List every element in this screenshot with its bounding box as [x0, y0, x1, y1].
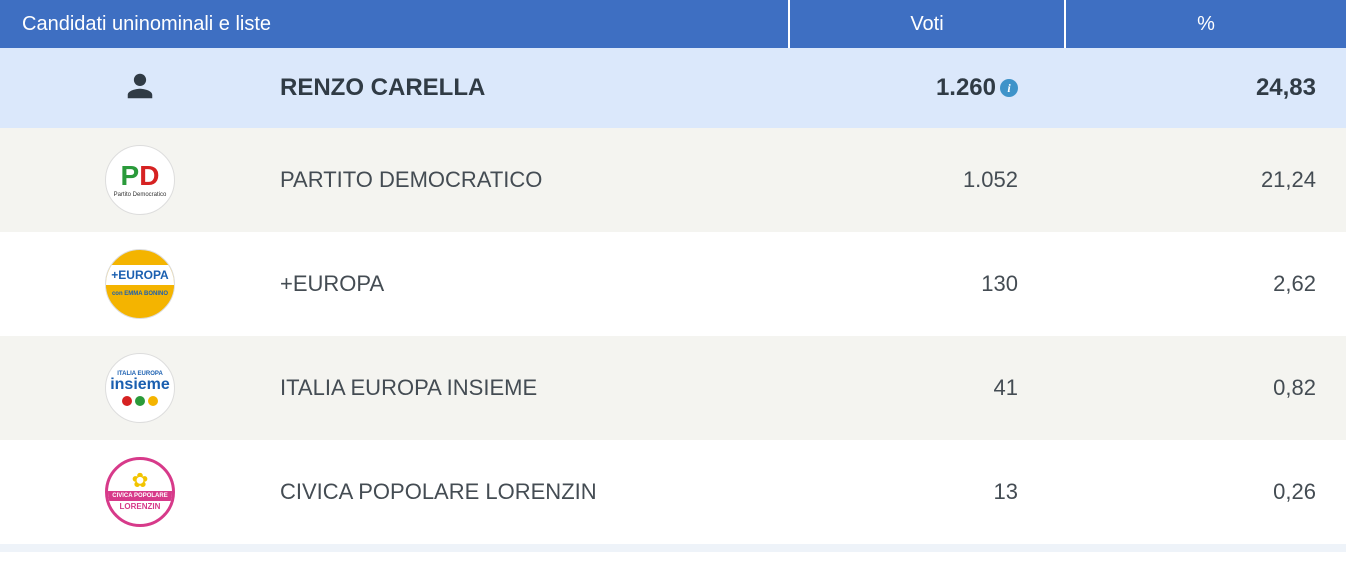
table-header-row: Candidati uninominali e liste Voti % — [0, 0, 1346, 48]
party-votes: 41 — [790, 375, 1066, 401]
party-row: ✿CIVICA POPOLARELORENZIN CIVICA POPOLARE … — [0, 440, 1346, 544]
party-logo: +EUROPAcon EMMA BONINO — [105, 249, 175, 319]
party-votes: 130 — [790, 271, 1066, 297]
party-pct: 0,26 — [1066, 479, 1346, 505]
person-icon — [125, 71, 155, 106]
party-logo: PDPartito Democratico — [105, 145, 175, 215]
party-row: +EUROPAcon EMMA BONINO +EUROPA1302,62 — [0, 232, 1346, 336]
party-votes: 1.052 — [790, 167, 1066, 193]
party-name: CIVICA POPOLARE LORENZIN — [280, 479, 790, 505]
candidate-votes: 1.260 i — [790, 74, 1066, 102]
party-name: PARTITO DEMOCRATICO — [280, 167, 790, 193]
party-votes: 13 — [790, 479, 1066, 505]
party-row: ITALIA EUROPAinsieme ITALIA EUROPA INSIEM… — [0, 336, 1346, 440]
party-logo: ITALIA EUROPAinsieme — [105, 353, 175, 423]
party-logo-cell: ✿CIVICA POPOLARELORENZIN — [0, 457, 280, 527]
party-logo-cell: PDPartito Democratico — [0, 145, 280, 215]
candidate-row: RENZO CARELLA 1.260 i 24,83 — [0, 48, 1346, 128]
party-row: PDPartito Democratico PARTITO DEMOCRATICO… — [0, 128, 1346, 232]
info-icon[interactable]: i — [1000, 79, 1018, 97]
header-name: Candidati uninominali e liste — [0, 0, 790, 48]
candidate-icon-cell — [0, 71, 280, 106]
party-pct: 21,24 — [1066, 167, 1346, 193]
party-logo: ✿CIVICA POPOLARELORENZIN — [105, 457, 175, 527]
table-footer-bar — [0, 544, 1346, 552]
header-pct: % — [1066, 0, 1346, 48]
party-logo-cell: +EUROPAcon EMMA BONINO — [0, 249, 280, 319]
candidate-votes-value: 1.260 — [936, 74, 996, 102]
party-name: +EUROPA — [280, 271, 790, 297]
candidate-pct: 24,83 — [1066, 74, 1346, 102]
candidate-name: RENZO CARELLA — [280, 74, 790, 102]
party-pct: 0,82 — [1066, 375, 1346, 401]
party-logo-cell: ITALIA EUROPAinsieme — [0, 353, 280, 423]
party-name: ITALIA EUROPA INSIEME — [280, 375, 790, 401]
header-votes: Voti — [790, 0, 1066, 48]
party-pct: 2,62 — [1066, 271, 1346, 297]
results-table: Candidati uninominali e liste Voti % REN… — [0, 0, 1346, 552]
